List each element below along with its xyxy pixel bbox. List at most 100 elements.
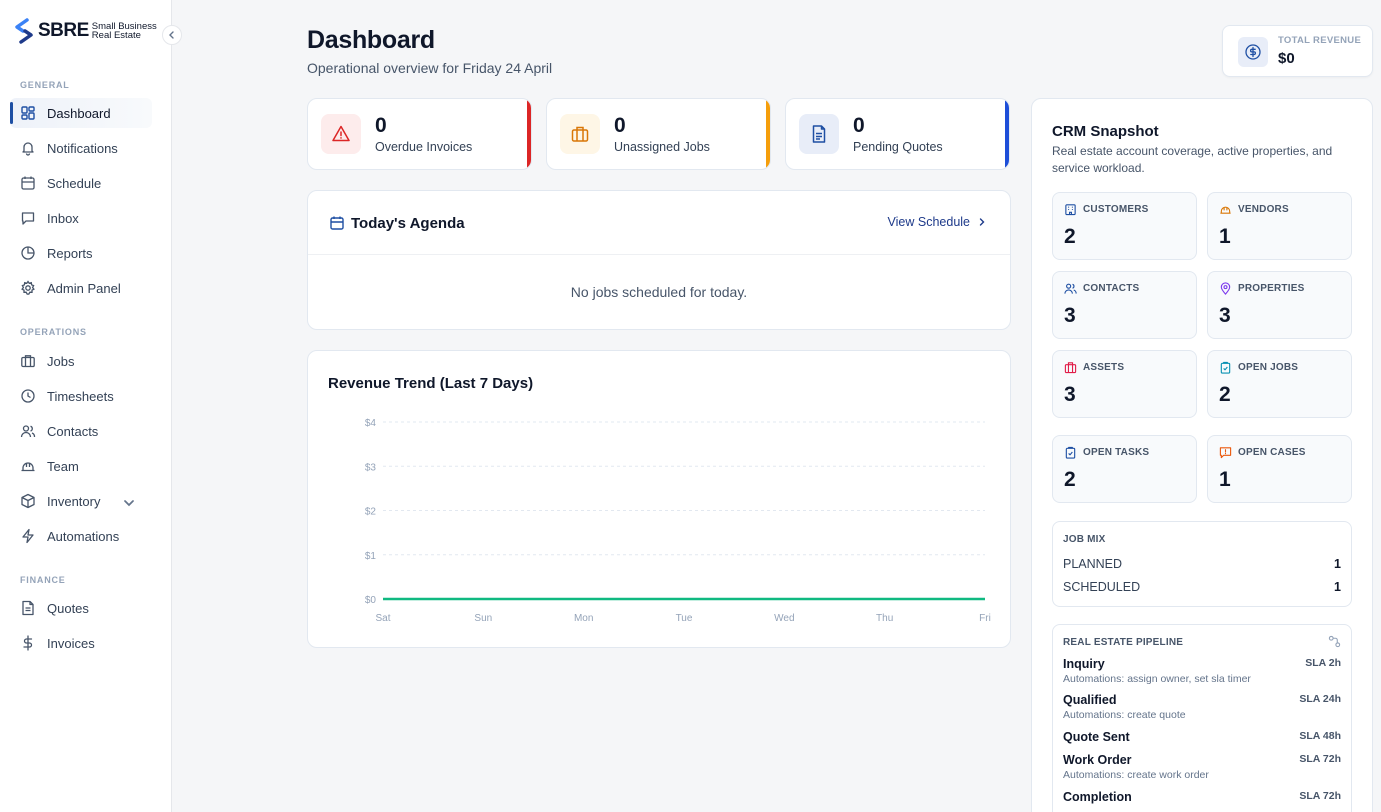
clock-icon [21,389,35,403]
crm-tile-contacts[interactable]: CONTACTS 3 [1052,271,1197,339]
sidebar-item-label: Invoices [47,635,95,651]
job-mix-row-value: 1 [1334,557,1341,571]
crm-tile-label: PROPERTIES [1238,283,1305,294]
job-mix-row-label: PLANNED [1063,557,1123,571]
stage-sla: SLA 2h [1305,657,1341,669]
crm-tile-open-jobs[interactable]: OPEN JOBS 2 [1207,350,1352,418]
section-label-finance: FINANCE [20,575,66,585]
section-label-general: GENERAL [20,80,70,90]
stat-accent-bar [527,99,531,169]
sidebar-item-invoices[interactable]: Invoices [10,628,152,658]
x-tick-label: Thu [876,613,893,624]
sidebar-item-schedule[interactable]: Schedule [10,168,152,198]
crm-tile-label: VENDORS [1238,204,1289,215]
crm-tile-customers[interactable]: CUSTOMERS 2 [1052,192,1197,260]
job-mix-label: JOB MIX [1063,534,1106,545]
page-subtitle: Operational overview for Friday 24 April [307,60,553,76]
crm-title: CRM Snapshot [1052,123,1159,140]
job-mix-row-label: SCHEDULED [1063,580,1141,594]
sidebar-item-contacts[interactable]: Contacts [10,416,152,446]
y-tick-label: $0 [365,595,377,606]
x-tick-label: Mon [574,613,593,624]
brand-tagline: Small Business Real Estate [91,21,157,41]
stat-value: 0 [614,114,626,137]
y-tick-label: $3 [365,462,377,473]
chevron-down-icon[interactable] [121,495,137,511]
sidebar-item-automations[interactable]: Automations [10,521,152,551]
pie-chart-icon [21,246,35,260]
stage-name: Quote Sent [1063,730,1130,744]
briefcase-icon [1064,362,1077,374]
clipboard-icon [1220,361,1231,374]
job-mix-box: JOB MIX PLANNED 1 SCHEDULED 1 [1052,521,1352,607]
sidebar-item-notifications[interactable]: Notifications [10,133,152,163]
stage-automations: Automations: assign owner, set sla timer [1063,673,1251,685]
job-mix-row: SCHEDULED 1 [1063,580,1341,594]
agenda-header: Today's Agenda View Schedule [308,191,1010,255]
crm-tile-open-cases[interactable]: OPEN CASES 1 [1207,435,1352,503]
pipeline-stage[interactable]: Work Order SLA 72h Automations: create w… [1063,753,1341,781]
logo-mark-icon [15,18,33,44]
x-tick-label: Wed [774,613,794,624]
sidebar-item-jobs[interactable]: Jobs [10,346,152,376]
sidebar-item-label: Notifications [47,140,118,156]
agenda-title: Today's Agenda [351,215,465,232]
stage-sla: SLA 72h [1299,753,1341,765]
y-tick-label: $2 [365,507,377,518]
briefcase-icon [21,355,35,368]
box-icon [21,493,35,509]
agenda-empty-message: No jobs scheduled for today. [570,284,748,300]
stat-label: Pending Quotes [853,140,943,154]
revenue-trend-chart: $0 $1 $2 $3 $4 Sat Sun Mon Tue Wed Thu Fri [365,418,991,624]
users-icon [20,425,36,438]
calendar-icon [330,216,344,230]
workflow-icon[interactable] [1328,635,1341,648]
crm-tile-open-tasks[interactable]: OPEN TASKS 2 [1052,435,1197,503]
briefcase-icon [560,114,600,154]
sidebar-item-reports[interactable]: Reports [10,238,152,268]
crm-tile-label: ASSETS [1083,362,1125,373]
crm-tile-assets[interactable]: ASSETS 3 [1052,350,1197,418]
x-tick-label: Tue [676,613,693,624]
sidebar-item-label: Reports [47,245,93,261]
sidebar-item-label: Dashboard [47,105,111,121]
sidebar-item-label: Jobs [47,353,75,369]
stage-sla: SLA 48h [1299,730,1341,742]
crm-tile-value: 3 [1064,383,1076,406]
stage-sla: SLA 24h [1299,693,1341,705]
sidebar-item-team[interactable]: Team [10,451,152,481]
stage-name: Qualified [1063,693,1117,707]
pipeline-stage[interactable]: Inquiry SLA 2h Automations: assign owner… [1063,657,1341,685]
pipeline-stage[interactable]: Qualified SLA 24h Automations: create qu… [1063,693,1341,721]
crm-tile-value: 1 [1219,225,1231,248]
sidebar-item-label: Automations [47,528,120,544]
sidebar-item-inventory[interactable]: Inventory [10,486,152,516]
dollar-icon [23,635,33,651]
sidebar-item-admin-panel[interactable]: Admin Panel [10,273,152,303]
crm-tile-label: CONTACTS [1083,283,1140,294]
crm-tile-value: 2 [1064,225,1076,248]
crm-tile-value: 2 [1219,383,1231,406]
x-tick-label: Sat [375,613,390,624]
pipeline-stage[interactable]: Quote Sent SLA 48h [1063,730,1341,744]
crm-tile-vendors[interactable]: VENDORS 1 [1207,192,1352,260]
job-mix-row-value: 1 [1334,580,1341,594]
sidebar-item-label: Admin Panel [47,280,121,296]
crm-tile-properties[interactable]: PROPERTIES 3 [1207,271,1352,339]
sidebar: SBRE Small Business Real Estate GENERAL … [0,0,182,812]
stat-card-unassigned-jobs[interactable]: 0 Unassigned Jobs [546,98,771,170]
gear-icon [21,280,35,295]
sidebar-item-inbox[interactable]: Inbox [10,203,152,233]
view-schedule-link[interactable]: View Schedule [888,215,988,229]
sidebar-item-dashboard[interactable]: Dashboard [10,98,152,128]
sidebar-item-quotes[interactable]: Quotes [10,593,152,623]
stat-card-pending-quotes[interactable]: 0 Pending Quotes [785,98,1010,170]
stat-card-overdue-invoices[interactable]: 0 Overdue Invoices [307,98,532,170]
job-mix-row: PLANNED 1 [1063,557,1341,571]
sidebar-item-timesheets[interactable]: Timesheets [10,381,152,411]
dollar-circle-icon [1238,37,1268,67]
pipeline-stage[interactable]: Completion SLA 72h [1063,790,1341,804]
y-tick-label: $4 [365,418,377,429]
brand-logo[interactable]: SBRE Small Business Real Estate [12,18,162,44]
collapse-sidebar-button[interactable] [162,25,182,45]
